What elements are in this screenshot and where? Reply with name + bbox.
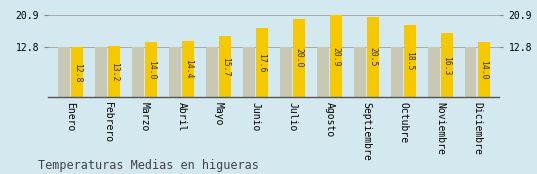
Bar (243, 47, 255, 97)
Text: 17.6: 17.6 (258, 53, 266, 73)
Bar (58, 47, 70, 97)
Bar (441, 33, 453, 97)
Bar (71, 47, 83, 97)
Bar (182, 41, 194, 97)
Bar (427, 47, 439, 97)
Bar (391, 47, 403, 97)
Bar (330, 15, 342, 97)
Text: 20.5: 20.5 (368, 47, 378, 67)
Bar (478, 42, 490, 97)
Bar (219, 36, 231, 97)
Text: 12.8: 12.8 (72, 62, 82, 82)
Text: 14.0: 14.0 (147, 60, 156, 80)
Bar (465, 47, 476, 97)
Bar (280, 47, 292, 97)
Bar (95, 47, 107, 97)
Text: 14.4: 14.4 (184, 59, 193, 79)
Bar (169, 47, 180, 97)
Bar (132, 47, 144, 97)
Text: 18.5: 18.5 (405, 51, 415, 71)
Text: 20.9: 20.9 (331, 47, 340, 66)
Bar (367, 17, 379, 97)
Bar (293, 19, 305, 97)
Text: Temperaturas Medias en higueras: Temperaturas Medias en higueras (38, 159, 258, 172)
Bar (145, 42, 157, 97)
Text: 15.7: 15.7 (221, 57, 229, 76)
Bar (108, 46, 120, 97)
Text: 16.3: 16.3 (442, 56, 452, 75)
Bar (404, 25, 416, 97)
Bar (206, 47, 217, 97)
Bar (256, 28, 268, 97)
Bar (354, 47, 366, 97)
Bar (317, 47, 329, 97)
Text: 14.0: 14.0 (480, 60, 488, 80)
Text: 13.2: 13.2 (110, 62, 119, 81)
Text: 20.0: 20.0 (294, 48, 303, 68)
